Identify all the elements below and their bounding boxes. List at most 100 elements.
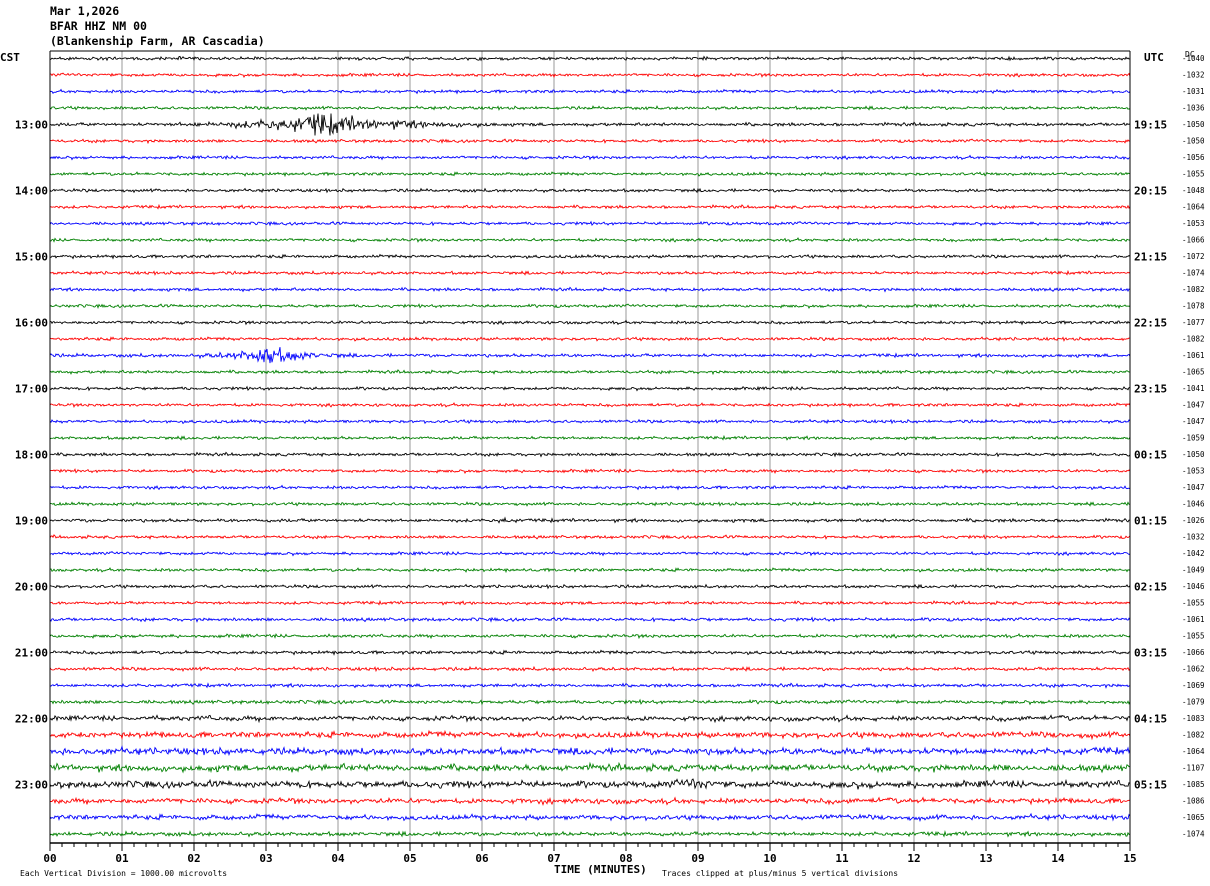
- right-time-label: 23:15: [1134, 383, 1167, 396]
- x-tick-label: 03: [259, 852, 272, 865]
- plot-frame: [49, 50, 1131, 851]
- dc-offset-label: -1050: [1182, 137, 1205, 146]
- right-time-label: 20:15: [1134, 185, 1167, 198]
- trace-row-40: [49, 714, 1131, 724]
- right-timezone-label: UTC: [1144, 51, 1164, 64]
- dc-offset-label: -1055: [1182, 599, 1205, 608]
- trace-row-33: [49, 599, 1131, 606]
- dc-offset-label: -1064: [1182, 203, 1205, 212]
- trace-row-44: [49, 778, 1131, 790]
- trace-row-20: [49, 385, 1131, 392]
- dc-offset-label: -1061: [1182, 615, 1205, 624]
- dc-offset-label: -1074: [1182, 830, 1205, 839]
- dc-offset-label: -1053: [1182, 219, 1205, 228]
- trace-row-45: [49, 796, 1131, 806]
- right-time-label: 21:15: [1134, 251, 1167, 264]
- left-time-label: 21:00: [15, 647, 48, 660]
- left-time-label: 13:00: [15, 119, 48, 132]
- trace-row-1: [49, 72, 1131, 78]
- right-time-label: 03:15: [1134, 647, 1167, 660]
- trace-row-36: [49, 649, 1131, 656]
- left-time-label: 17:00: [15, 383, 48, 396]
- left-time-label: 15:00: [15, 251, 48, 264]
- trace-row-23: [49, 434, 1131, 441]
- trace-row-16: [49, 319, 1131, 326]
- right-time-label: 19:15: [1134, 119, 1167, 132]
- trace-row-30: [49, 550, 1131, 557]
- dc-offset-label: -1085: [1182, 780, 1205, 789]
- x-tick-label: 12: [907, 852, 920, 865]
- dc-offset-label: -1074: [1182, 269, 1205, 278]
- trace-row-8: [49, 187, 1131, 194]
- trace-row-19: [49, 369, 1131, 376]
- trace-row-22: [49, 418, 1131, 425]
- trace-row-32: [49, 583, 1131, 590]
- dc-offset-label: -1050: [1182, 450, 1205, 459]
- trace-row-10: [49, 220, 1131, 227]
- right-time-label: 00:15: [1134, 449, 1167, 462]
- trace-row-26: [49, 484, 1131, 491]
- trace-row-18: [49, 347, 1131, 364]
- right-time-label: 04:15: [1134, 713, 1167, 726]
- dc-offset-label: -1079: [1182, 698, 1205, 707]
- dc-offset-label: -1069: [1182, 681, 1205, 690]
- trace-row-6: [49, 154, 1131, 161]
- x-tick-label: 02: [187, 852, 200, 865]
- trace-row-43: [49, 761, 1131, 774]
- dc-offset-label: -1062: [1182, 665, 1205, 674]
- left-time-label: 20:00: [15, 581, 48, 594]
- dc-offset-label: -1031: [1182, 87, 1205, 96]
- dc-offset-label: -1041: [1182, 384, 1205, 393]
- dc-offset-label: -1064: [1182, 747, 1205, 756]
- trace-row-35: [49, 632, 1131, 640]
- trace-row-42: [49, 745, 1131, 757]
- axis-labels: CST UTC DC TIME (MINUTES) Each Vertical …: [0, 50, 1205, 878]
- plot-header: Mar 1,2026 BFAR HHZ NM 00 (Blankenship F…: [50, 4, 265, 49]
- trace-row-46: [49, 812, 1131, 823]
- left-time-label: 23:00: [15, 779, 48, 792]
- trace-row-21: [49, 402, 1131, 409]
- dc-offset-label: -1077: [1182, 318, 1205, 327]
- x-axis-title: TIME (MINUTES): [554, 863, 647, 876]
- x-tick-label: 10: [763, 852, 776, 865]
- dc-offset-label: -1042: [1182, 549, 1205, 558]
- left-timezone-label: CST: [0, 51, 20, 64]
- right-time-label: 22:15: [1134, 317, 1167, 330]
- dc-offset-label: -1046: [1182, 500, 1205, 509]
- trace-row-39: [49, 698, 1131, 706]
- dc-header-label: DC: [1185, 50, 1195, 59]
- trace-row-2: [49, 88, 1131, 95]
- dc-offset-label: -1047: [1182, 483, 1205, 492]
- x-tick-label: 11: [835, 852, 849, 865]
- left-time-label: 19:00: [15, 515, 48, 528]
- dc-offset-label: -1066: [1182, 236, 1205, 245]
- trace-row-38: [49, 682, 1131, 689]
- trace-row-11: [49, 237, 1131, 243]
- trace-row-13: [49, 269, 1131, 276]
- x-tick-label: 15: [1123, 852, 1136, 865]
- trace-row-31: [49, 567, 1131, 574]
- dc-offset-label: -1047: [1182, 401, 1205, 410]
- dc-offset-label: -1082: [1182, 335, 1205, 344]
- trace-row-29: [49, 534, 1131, 541]
- x-tick-label: 07: [547, 852, 560, 865]
- dc-offset-label: -1032: [1182, 71, 1205, 80]
- trace-row-25: [49, 468, 1131, 474]
- x-tick-label: 09: [691, 852, 704, 865]
- dc-offset-label: -1083: [1182, 714, 1205, 723]
- x-tick-label: 00: [43, 852, 56, 865]
- x-tick-label: 06: [475, 852, 489, 865]
- x-tick-label: 14: [1051, 852, 1065, 865]
- dc-offset-label: -1059: [1182, 434, 1205, 443]
- right-time-label: 01:15: [1134, 515, 1167, 528]
- trace-row-12: [49, 253, 1131, 260]
- location-label: (Blankenship Farm, AR Cascadia): [50, 34, 265, 48]
- x-tick-label: 08: [619, 852, 632, 865]
- station-label: BFAR HHZ NM 00: [50, 19, 147, 33]
- trace-row-17: [49, 336, 1131, 342]
- dc-offset-label: -1032: [1182, 533, 1205, 542]
- left-time-label: 14:00: [15, 185, 48, 198]
- trace-row-27: [49, 501, 1131, 507]
- trace-row-7: [49, 171, 1131, 178]
